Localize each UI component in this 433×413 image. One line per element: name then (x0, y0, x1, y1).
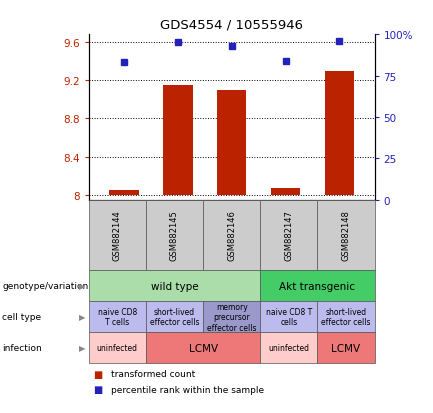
Bar (271, 189, 301, 195)
Text: Akt transgenic: Akt transgenic (279, 281, 355, 291)
Text: LCMV: LCMV (331, 343, 361, 353)
Text: GSM882147: GSM882147 (284, 210, 293, 261)
Text: naive CD8
T cells: naive CD8 T cells (98, 307, 137, 327)
Text: cell type: cell type (2, 313, 41, 321)
Title: GDS4554 / 10555946: GDS4554 / 10555946 (160, 18, 303, 31)
Text: ▶: ▶ (79, 282, 86, 290)
Text: memory
precursor
effector cells: memory precursor effector cells (207, 302, 256, 332)
Text: uninfected: uninfected (268, 344, 309, 352)
Text: ▶: ▶ (79, 313, 86, 321)
Text: uninfected: uninfected (97, 344, 138, 352)
Text: GSM882144: GSM882144 (113, 210, 122, 261)
Text: naive CD8 T
cells: naive CD8 T cells (266, 307, 312, 327)
Text: ▶: ▶ (79, 344, 86, 352)
Text: GSM882146: GSM882146 (227, 210, 236, 261)
Text: ■: ■ (93, 385, 102, 394)
Text: percentile rank within the sample: percentile rank within the sample (111, 385, 265, 394)
Text: ■: ■ (93, 369, 102, 379)
Bar (325, 71, 354, 195)
Text: LCMV: LCMV (188, 343, 218, 353)
Text: genotype/variation: genotype/variation (2, 282, 88, 290)
Text: short-lived
effector cells: short-lived effector cells (321, 307, 371, 327)
Bar (109, 191, 139, 195)
Text: GSM882145: GSM882145 (170, 210, 179, 261)
Text: short-lived
effector cells: short-lived effector cells (150, 307, 199, 327)
Text: wild type: wild type (151, 281, 198, 291)
Bar (163, 86, 193, 195)
Bar (217, 90, 246, 195)
Text: infection: infection (2, 344, 42, 352)
Text: GSM882148: GSM882148 (342, 210, 350, 261)
Text: transformed count: transformed count (111, 369, 196, 378)
